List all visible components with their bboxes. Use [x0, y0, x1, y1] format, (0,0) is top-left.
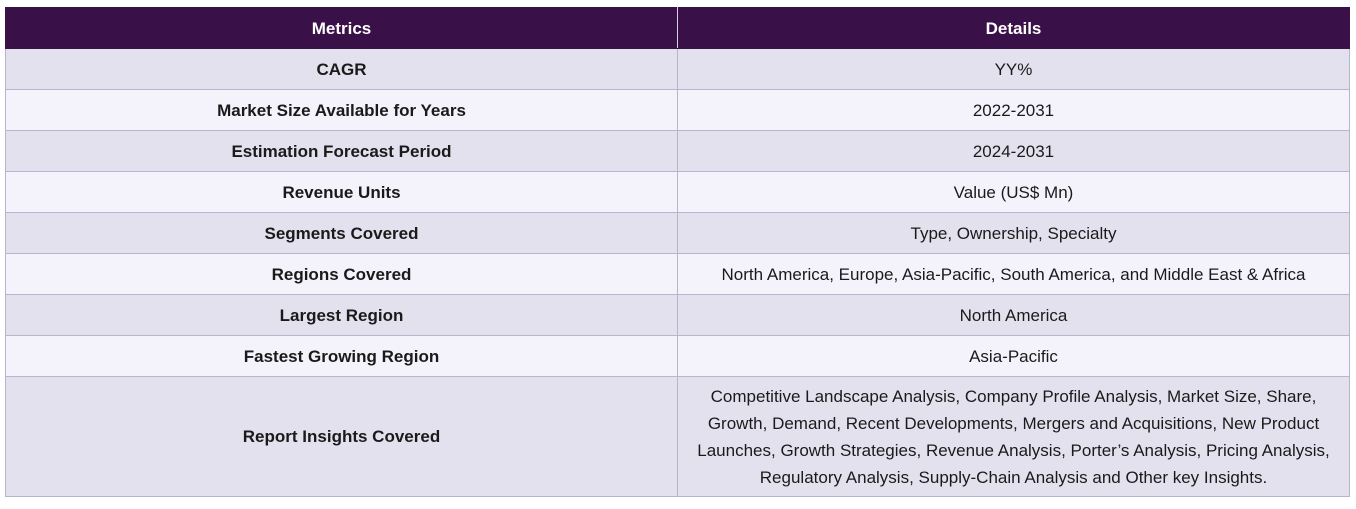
- table-body: CAGR YY% Market Size Available for Years…: [5, 48, 1350, 497]
- table-header: Metrics Details: [5, 7, 1350, 49]
- table-row: Market Size Available for Years 2022-203…: [5, 89, 1350, 131]
- detail-cell: Asia-Pacific: [677, 335, 1350, 377]
- table-row: Fastest Growing Region Asia-Pacific: [5, 335, 1350, 377]
- metric-cell: Revenue Units: [5, 171, 678, 213]
- table-row: Estimation Forecast Period 2024-2031: [5, 130, 1350, 172]
- table-row: CAGR YY%: [5, 48, 1350, 90]
- table-row: Segments Covered Type, Ownership, Specia…: [5, 212, 1350, 254]
- report-metrics-table: Metrics Details CAGR YY% Market Size Ava…: [5, 7, 1350, 497]
- table-header-row: Metrics Details: [5, 7, 1350, 49]
- detail-cell: YY%: [677, 48, 1350, 90]
- metric-cell: CAGR: [5, 48, 678, 90]
- detail-cell: Competitive Landscape Analysis, Company …: [677, 376, 1350, 497]
- header-metrics: Metrics: [5, 7, 678, 49]
- metric-cell: Report Insights Covered: [5, 376, 678, 497]
- table-row: Regions Covered North America, Europe, A…: [5, 253, 1350, 295]
- detail-cell: 2022-2031: [677, 89, 1350, 131]
- table-row: Report Insights Covered Competitive Land…: [5, 376, 1350, 497]
- table-row: Revenue Units Value (US$ Mn): [5, 171, 1350, 213]
- metric-cell: Regions Covered: [5, 253, 678, 295]
- detail-cell: 2024-2031: [677, 130, 1350, 172]
- detail-cell: North America: [677, 294, 1350, 336]
- header-details: Details: [677, 7, 1350, 49]
- detail-cell: North America, Europe, Asia-Pacific, Sou…: [677, 253, 1350, 295]
- metric-cell: Segments Covered: [5, 212, 678, 254]
- detail-cell: Value (US$ Mn): [677, 171, 1350, 213]
- metric-cell: Fastest Growing Region: [5, 335, 678, 377]
- table-row: Largest Region North America: [5, 294, 1350, 336]
- metric-cell: Market Size Available for Years: [5, 89, 678, 131]
- metric-cell: Largest Region: [5, 294, 678, 336]
- detail-cell: Type, Ownership, Specialty: [677, 212, 1350, 254]
- metric-cell: Estimation Forecast Period: [5, 130, 678, 172]
- report-metrics-table-container: Metrics Details CAGR YY% Market Size Ava…: [5, 7, 1350, 497]
